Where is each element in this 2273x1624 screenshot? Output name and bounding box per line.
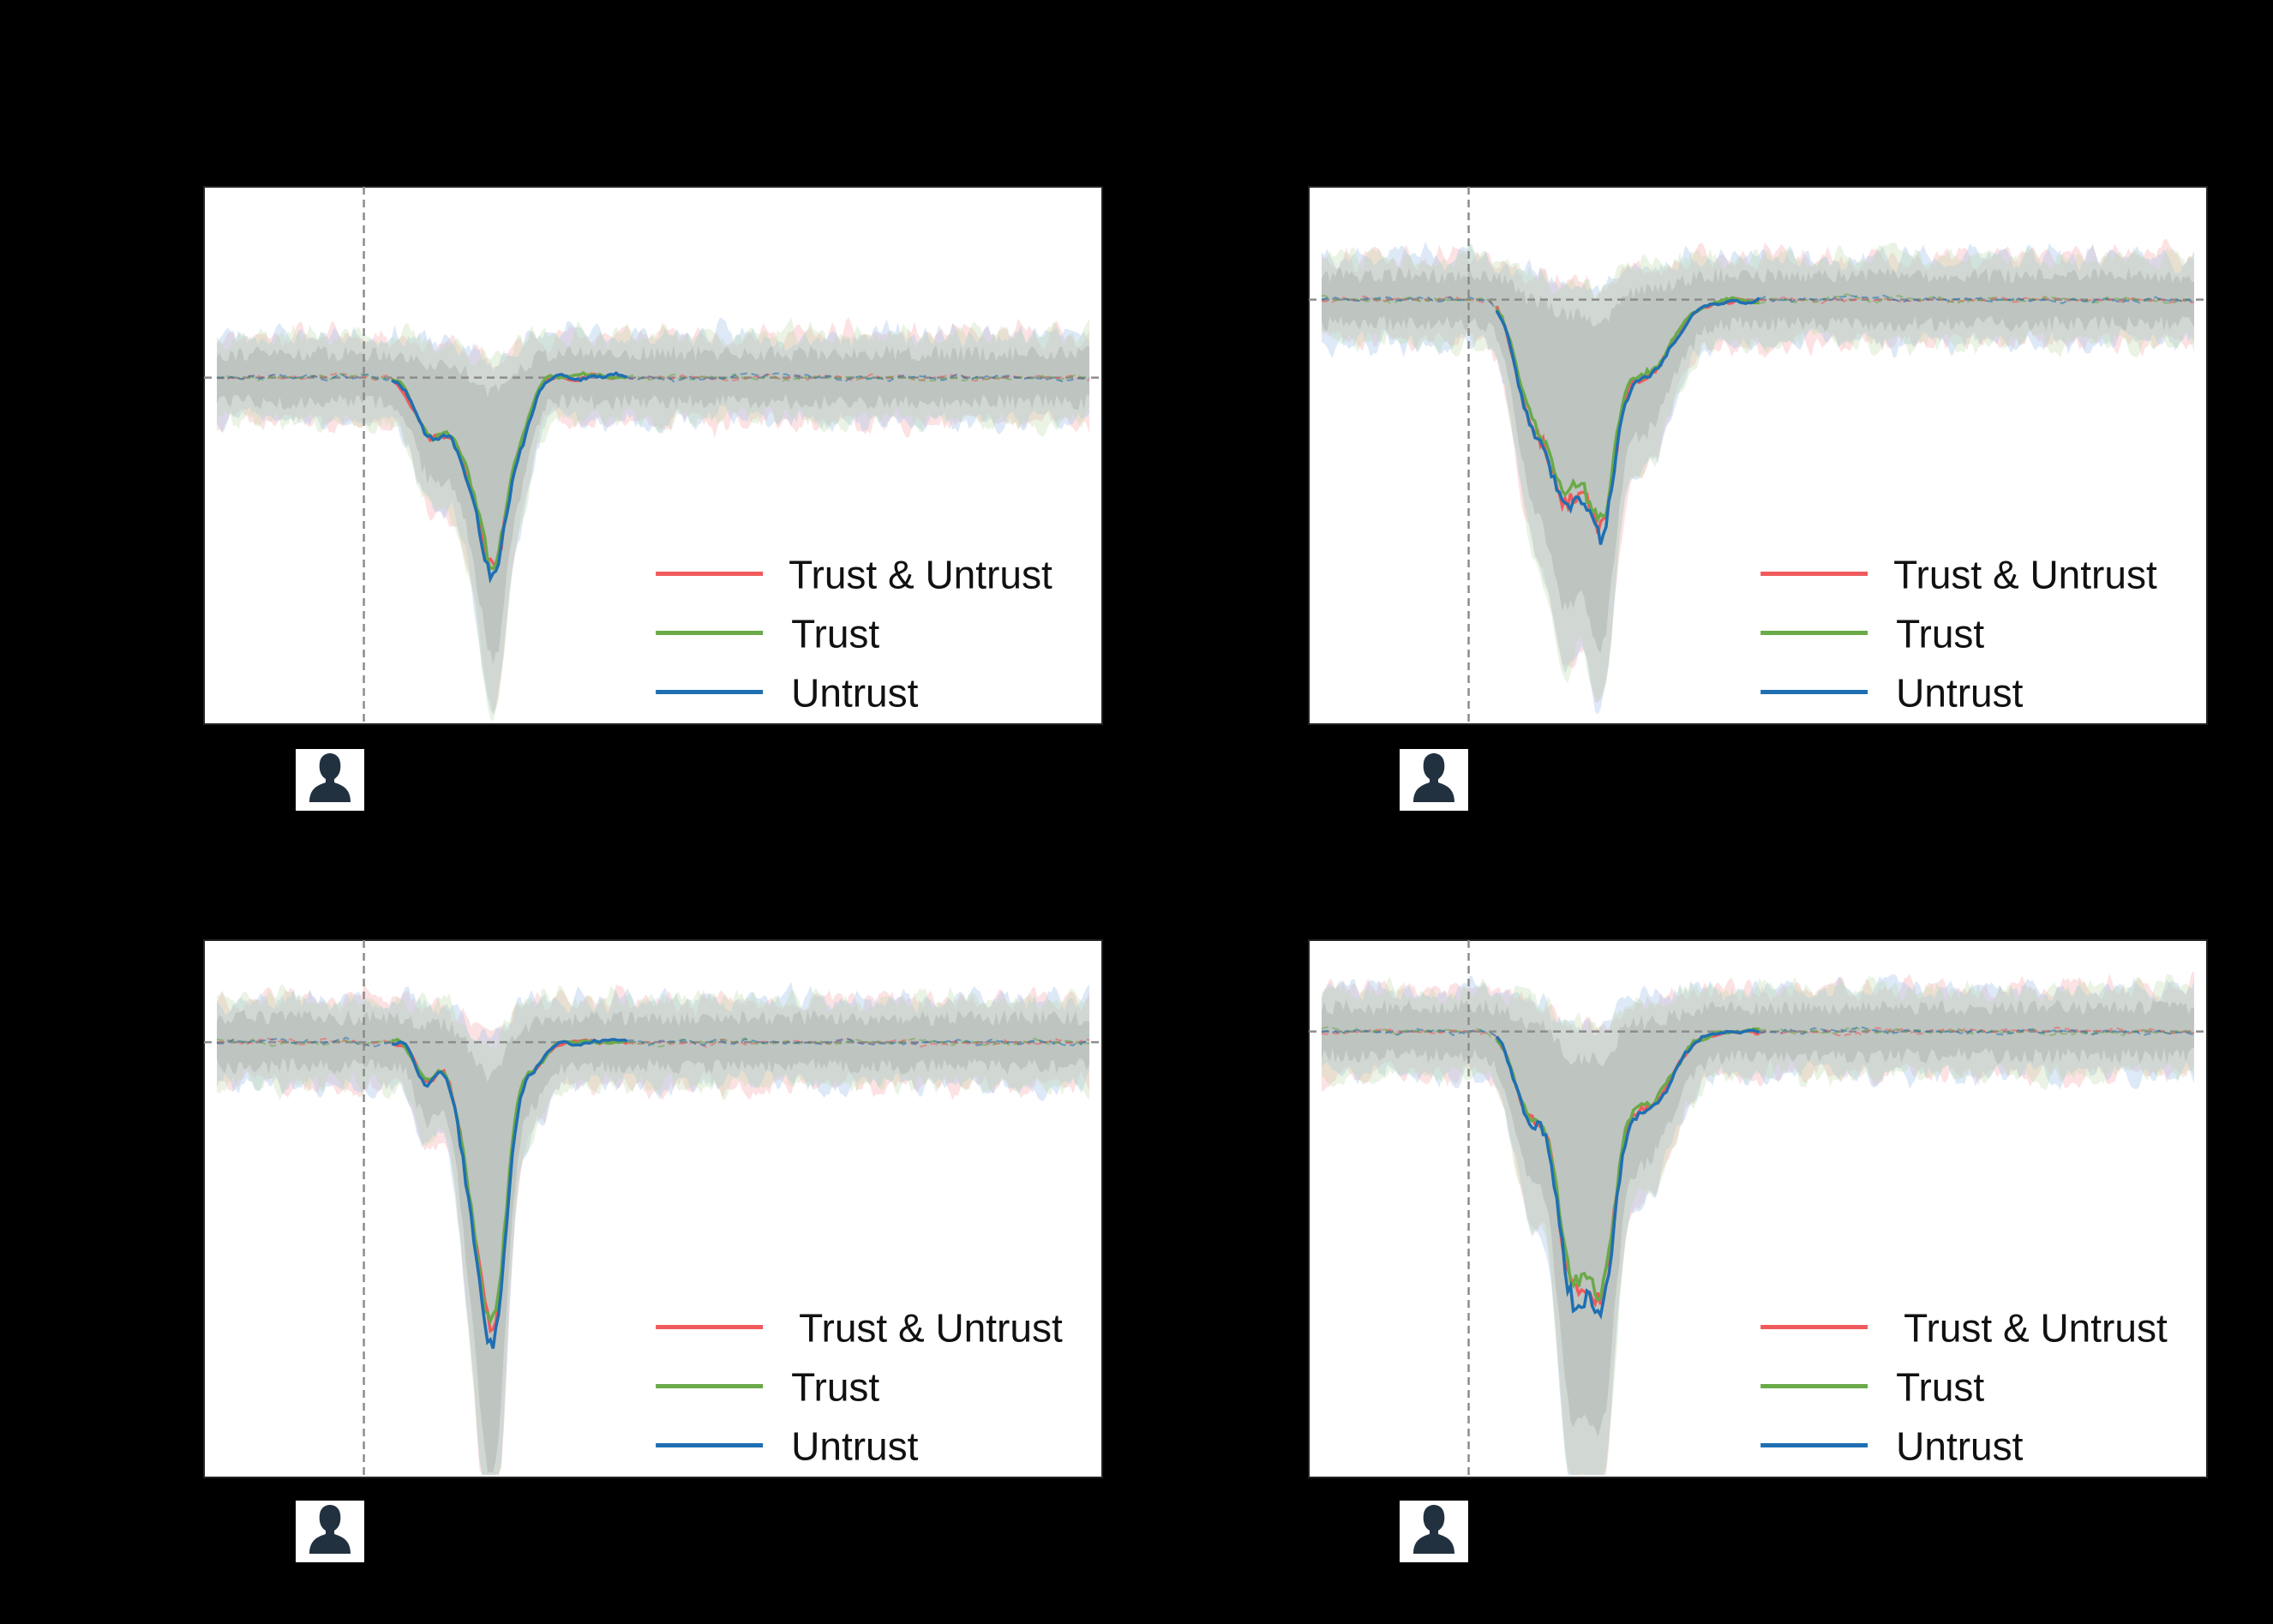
plot-area — [203, 186, 1103, 725]
series-line-dashed-pre-1 — [216, 1037, 393, 1046]
legend: Trust & Untrust Trust Untrust — [656, 1305, 1063, 1468]
chart-panel-2: Trust & Untrust Trust Untrust — [1308, 186, 2208, 811]
chart-panel-3: Trust & Untrust Trust Untrust — [203, 939, 1103, 1562]
person-silhouette-icon — [1400, 749, 1468, 811]
variance-overlap — [217, 1010, 1089, 1472]
legend-label-3: Untrust — [791, 670, 918, 715]
person-silhouette-icon — [1400, 1501, 1468, 1562]
variance-band-2 — [1322, 241, 2194, 715]
series-line-dashed-pre-2 — [216, 1038, 393, 1047]
variance-band-1 — [1322, 239, 2194, 704]
person-silhouette-icon — [296, 749, 364, 811]
person-shape — [1413, 753, 1454, 802]
legend-label-2: Trust — [1896, 1364, 1984, 1409]
legend: Trust & Untrust Trust Untrust — [656, 552, 1053, 715]
variance-band-3 — [1322, 974, 2194, 1475]
chart-panel-4: Trust & Untrust Trust Untrust — [1308, 939, 2208, 1562]
variance-band-3 — [217, 984, 1089, 1475]
legend-label-1: Trust & Untrust — [1904, 1305, 2168, 1350]
variance-overlap — [217, 345, 1089, 665]
plot-area — [1308, 939, 2208, 1478]
series-line-dashed-pre-3 — [216, 373, 393, 381]
series-line-dashed-pre-3 — [1321, 296, 1498, 312]
plot-content — [204, 981, 1102, 1475]
legend-label-2: Trust — [791, 611, 879, 656]
series-line-dashed-post-3 — [1759, 294, 2195, 304]
legend-label-2: Trust — [1896, 611, 1984, 656]
person-shape — [1413, 1505, 1454, 1554]
person-shape — [309, 753, 351, 802]
variance-band-1 — [217, 983, 1089, 1475]
variance-band-2 — [1322, 974, 2194, 1475]
variance-band-2 — [217, 317, 1089, 715]
legend: Trust & Untrust Trust Untrust — [1760, 1305, 2168, 1468]
series-line-dashed-pre-1 — [216, 371, 393, 381]
series-line-dashed-post-3 — [1759, 1026, 2195, 1037]
legend-label-2: Trust — [791, 1364, 879, 1409]
legend-label-1: Trust & Untrust — [789, 552, 1053, 596]
variance-overlap — [1322, 999, 2194, 1437]
chart-panel-1: Trust & Untrust Trust Untrust — [203, 186, 1103, 811]
legend-label-1: Trust & Untrust — [1893, 552, 2157, 596]
person-silhouette-icon — [296, 1501, 364, 1562]
person-shape — [309, 1505, 351, 1554]
variance-band-3 — [1322, 243, 2194, 701]
plot-area — [1308, 186, 2208, 725]
legend-label-3: Untrust — [1896, 670, 2023, 715]
plot-content — [1309, 970, 2207, 1475]
series-line-3 — [391, 371, 627, 584]
series-line-3 — [1495, 297, 1760, 545]
variance-overlap — [1322, 267, 2194, 654]
series-line-dashed-post-1 — [1759, 1026, 2195, 1038]
variance-band-3 — [217, 317, 1089, 722]
series-line-3 — [1495, 1028, 1760, 1320]
legend: Trust & Untrust Trust Untrust — [1760, 552, 2157, 715]
legend-label-3: Untrust — [1896, 1423, 2023, 1468]
series-line-dashed-post-3 — [627, 372, 1090, 383]
legend-label-3: Untrust — [791, 1423, 918, 1468]
series-line-dashed-pre-2 — [1321, 294, 1498, 310]
plot-content — [204, 317, 1102, 722]
series-line-dashed-pre-3 — [1321, 1028, 1497, 1038]
series-line-2 — [1495, 296, 1760, 524]
series-line-dashed-post-2 — [1759, 1027, 2195, 1037]
variance-band-1 — [1322, 970, 2194, 1475]
series-line-3 — [391, 1038, 628, 1350]
legend-label-1: Trust & Untrust — [799, 1305, 1063, 1350]
series-line-dashed-post-3 — [627, 1038, 1090, 1047]
variance-band-1 — [217, 317, 1089, 716]
series-line-dashed-post-2 — [627, 373, 1090, 382]
plot-content — [1309, 239, 2207, 715]
series-line-dashed-post-2 — [627, 1037, 1090, 1048]
series-line-dashed-pre-2 — [1321, 1025, 1497, 1041]
plot-area — [203, 939, 1103, 1478]
series-line-dashed-pre-3 — [216, 1036, 393, 1048]
variance-band-2 — [217, 981, 1089, 1475]
